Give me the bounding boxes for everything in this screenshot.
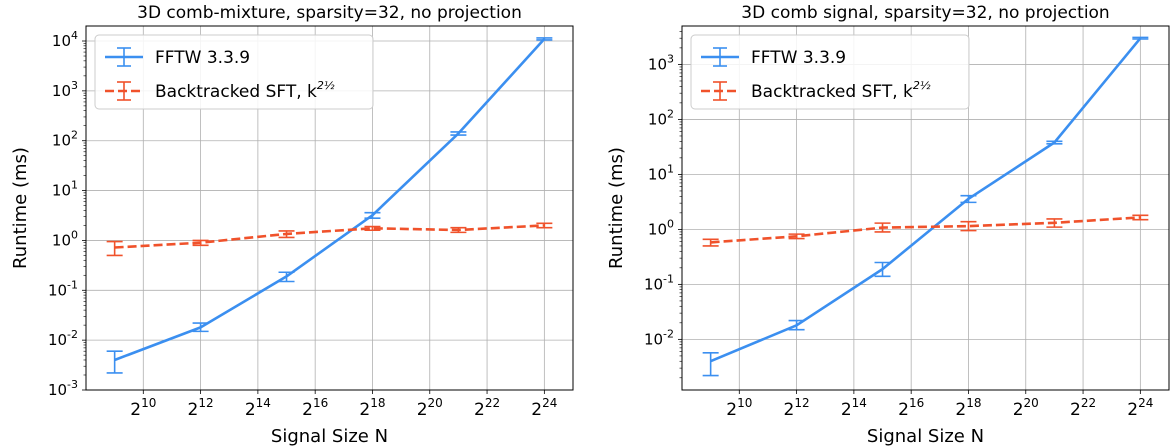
x-tick-label: 212 xyxy=(188,396,214,420)
chart-panel-2: 210 212 214 216 218 220 222 224 10-2 10-1 100 101 10… xyxy=(606,3,1170,447)
y-tick-label: 103 xyxy=(52,79,78,100)
series-line-sft xyxy=(710,216,1141,244)
legend-label: FFTW 3.3.9 xyxy=(155,48,250,68)
y-axis-label: Runtime (ms) xyxy=(606,147,627,269)
series-line-sft xyxy=(114,224,545,249)
x-tick-label: 212 xyxy=(784,396,810,420)
x-tick-label: 214 xyxy=(245,396,271,420)
x-axis-label: Signal Size N xyxy=(867,426,984,447)
legend-label: Backtracked SFT, k2½ xyxy=(155,79,335,102)
y-tick-label: 101 xyxy=(648,162,674,183)
legend-label: Backtracked SFT, k2½ xyxy=(751,79,931,102)
x-axis-label: Signal Size N xyxy=(271,426,388,447)
axes-frame xyxy=(681,25,1170,391)
y-tick-label: 104 xyxy=(52,29,78,50)
x-tick-label: 214 xyxy=(841,396,867,420)
x-tick-label: 218 xyxy=(955,396,981,420)
y-tick-label: 10-3 xyxy=(48,378,78,399)
x-tick-label: 210 xyxy=(130,396,156,420)
x-tick-label: 216 xyxy=(302,396,328,420)
x-tick-label: 224 xyxy=(1127,396,1153,420)
legend: FFTW 3.3.9 Backtracked SFT, k2½ xyxy=(690,34,970,110)
x-tick-label: 224 xyxy=(531,396,557,420)
y-tick-label: 10-2 xyxy=(644,327,674,348)
series-line-fftw xyxy=(710,37,1142,363)
x-tick-label: 220 xyxy=(1013,396,1039,420)
x-tick-label: 220 xyxy=(417,396,443,420)
legend-label: FFTW 3.3.9 xyxy=(751,48,846,68)
legend-box xyxy=(690,34,970,110)
series-line-fftw xyxy=(114,38,546,362)
y-tick-label: 10-1 xyxy=(644,272,674,293)
chart-title: 3D comb signal, sparsity=32, no projecti… xyxy=(741,3,1109,23)
chart-title: 3D comb-mixture, sparsity=32, no project… xyxy=(137,3,522,23)
x-tick-label: 216 xyxy=(898,396,924,420)
y-tick-label: 102 xyxy=(52,129,78,150)
y-tick-label: 10-2 xyxy=(48,328,78,349)
x-tick-label: 218 xyxy=(359,396,385,420)
x-tick-label: 210 xyxy=(726,396,752,420)
legend-box xyxy=(94,34,374,110)
y-tick-label: 10-1 xyxy=(48,278,78,299)
y-tick-label: 102 xyxy=(648,107,674,128)
y-tick-label: 101 xyxy=(52,179,78,200)
x-tick-label: 222 xyxy=(474,396,500,420)
legend: FFTW 3.3.9 Backtracked SFT, k2½ xyxy=(94,34,374,110)
y-tick-label: 103 xyxy=(648,52,674,73)
y-tick-label: 100 xyxy=(52,228,78,249)
y-tick-label: 100 xyxy=(648,217,674,238)
y-axis-label: Runtime (ms) xyxy=(10,147,31,269)
axes-frame xyxy=(85,25,574,391)
chart-panel-1: 210 212 214 216 218 220 222 224 10-3 10-2 10-1 100 1… xyxy=(10,3,574,447)
x-tick-label: 222 xyxy=(1070,396,1096,420)
